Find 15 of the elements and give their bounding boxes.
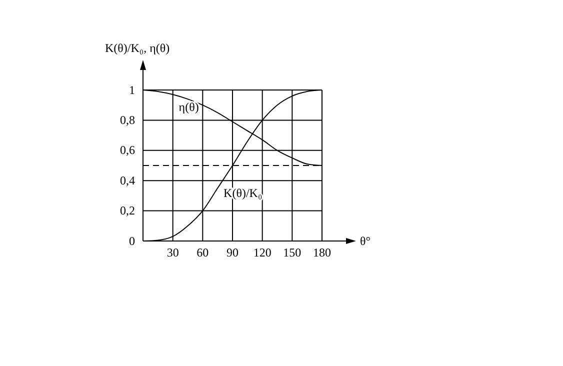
x-tick-label: 60 bbox=[196, 246, 209, 260]
x-tick-label: 30 bbox=[166, 246, 179, 260]
x-tick-label: 180 bbox=[313, 246, 331, 260]
y-tick-label: 0,2 bbox=[120, 204, 135, 218]
y-tick-label: 0,4 bbox=[120, 173, 135, 188]
x-axis-title: θ° bbox=[360, 234, 371, 248]
x-tick-label: 120 bbox=[253, 246, 272, 260]
y-tick-label: 0,8 bbox=[120, 113, 135, 128]
x-tick-label: 150 bbox=[283, 246, 302, 260]
y-tick-label: 0 bbox=[129, 234, 135, 248]
y-tick-label: 1 bbox=[129, 82, 135, 97]
y-tick-label: 0,6 bbox=[120, 143, 135, 158]
series-label: η(θ) bbox=[178, 100, 199, 114]
x-tick-label: 90 bbox=[226, 246, 238, 260]
y-axis-title: K(θ)/K₀, η(θ) bbox=[105, 41, 170, 55]
